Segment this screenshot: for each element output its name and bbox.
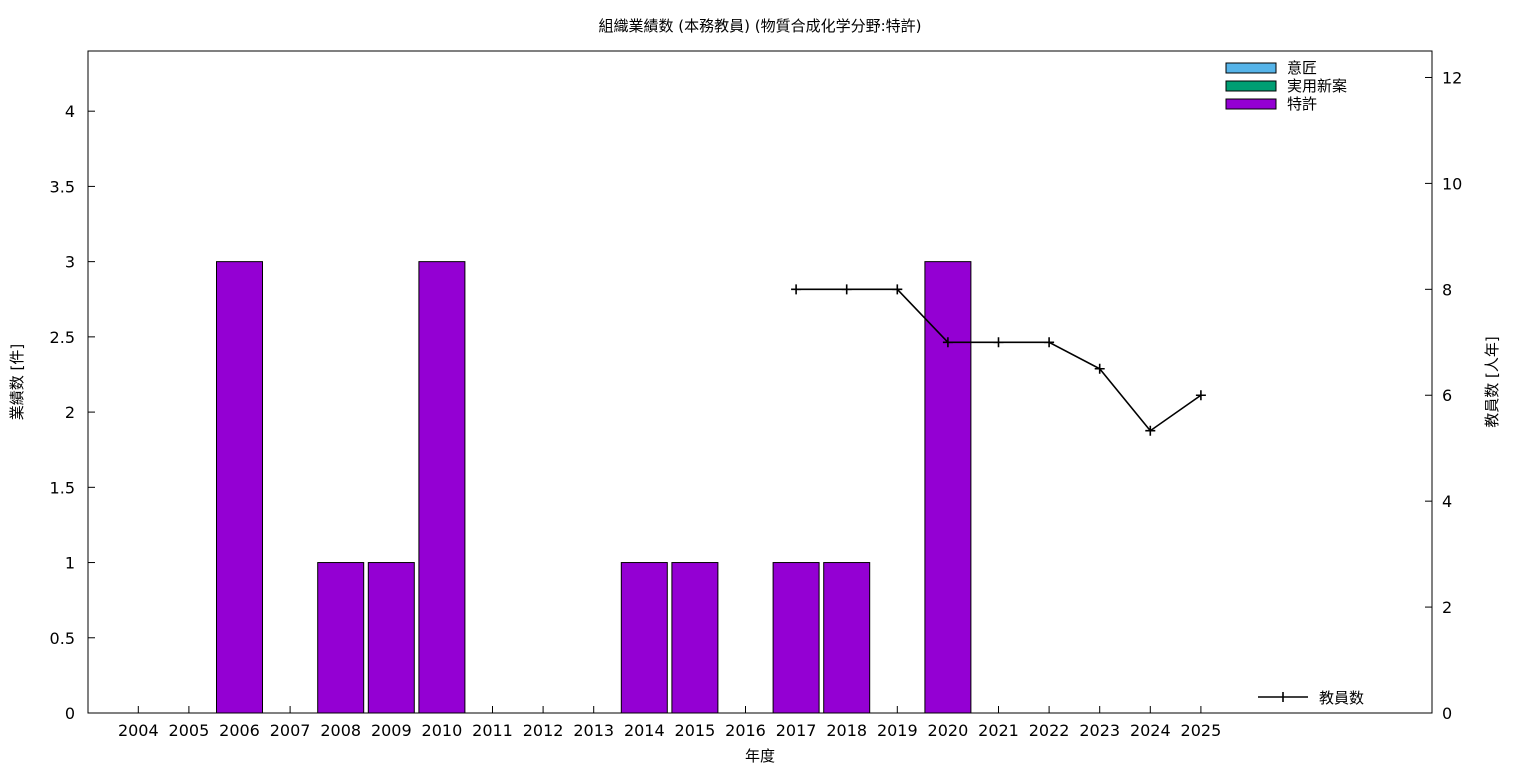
y2-tick-label: 12 bbox=[1442, 68, 1462, 87]
x-tick-label: 2018 bbox=[826, 721, 867, 740]
bar-2006 bbox=[216, 261, 263, 714]
x-tick-label: 2010 bbox=[422, 721, 463, 740]
x-tick-label: 2025 bbox=[1181, 721, 1222, 740]
x-tick-label: 2004 bbox=[118, 721, 159, 740]
x-tick-label: 2013 bbox=[573, 721, 614, 740]
x-tick-label: 2019 bbox=[877, 721, 918, 740]
y2-tick-label: 8 bbox=[1442, 280, 1452, 299]
x-tick-label: 2017 bbox=[776, 721, 817, 740]
y-tick-label: 2.5 bbox=[50, 328, 75, 347]
legend-label: 意匠 bbox=[1287, 59, 1317, 77]
legend-swatch bbox=[1225, 80, 1277, 92]
line-point bbox=[1044, 337, 1055, 348]
y2-tick-label: 2 bbox=[1442, 598, 1452, 617]
y-tick-label: 0.5 bbox=[50, 629, 75, 648]
y2-tick-label: 0 bbox=[1442, 704, 1452, 723]
bar-2014 bbox=[620, 562, 668, 714]
x-tick-label: 2024 bbox=[1130, 721, 1171, 740]
line-point bbox=[892, 284, 903, 295]
x-tick-label: 2012 bbox=[523, 721, 564, 740]
x-tick-label: 2005 bbox=[169, 721, 210, 740]
x-tick-label: 2007 bbox=[270, 721, 311, 740]
line-point bbox=[1145, 425, 1156, 436]
bar-2008 bbox=[317, 562, 365, 714]
x-tick-label: 2008 bbox=[320, 721, 361, 740]
x-tick-label: 2016 bbox=[725, 721, 766, 740]
x-tick-label: 2006 bbox=[219, 721, 260, 740]
bar-2018 bbox=[823, 562, 871, 714]
y-tick-label: 1.5 bbox=[50, 478, 75, 497]
line-point bbox=[942, 337, 953, 348]
chart-title: 組織業績数 (本務教員) (物質合成化学分野:特許) bbox=[598, 17, 921, 35]
x-tick-label: 2015 bbox=[675, 721, 716, 740]
x-axis-label: 年度 bbox=[745, 747, 775, 765]
x-tick-label: 2022 bbox=[1029, 721, 1070, 740]
legend-label: 実用新案 bbox=[1287, 77, 1347, 95]
line-faculty-count bbox=[796, 288, 1202, 432]
line-point bbox=[841, 284, 852, 295]
y-tick-label: 0 bbox=[65, 704, 75, 723]
y-tick-label: 1 bbox=[65, 554, 75, 573]
line-point bbox=[791, 284, 802, 295]
x-tick-label: 2014 bbox=[624, 721, 665, 740]
x-tick-label: 2011 bbox=[472, 721, 513, 740]
legend-swatch bbox=[1225, 98, 1277, 110]
x-tick-label: 2020 bbox=[928, 721, 969, 740]
x-tick-label: 2021 bbox=[978, 721, 1019, 740]
plot-area: 0 0.5 1 1.5 2 2.5 3 3.5 4 0 2 4 6 8 10 12 2004 2005 2006 20… bbox=[50, 50, 1462, 740]
line-point bbox=[1094, 363, 1105, 374]
plot-border bbox=[87, 50, 1433, 714]
y2-tick-label: 4 bbox=[1442, 492, 1452, 511]
line-legend-label: 教員数 bbox=[1319, 689, 1364, 707]
x-tick-label: 2023 bbox=[1079, 721, 1120, 740]
line-point bbox=[1195, 390, 1206, 401]
y-tick-label: 4 bbox=[65, 102, 75, 121]
bar-2010 bbox=[418, 261, 466, 714]
bar-2017 bbox=[772, 562, 820, 714]
x-tick-label: 2009 bbox=[371, 721, 412, 740]
y2-tick-label: 10 bbox=[1442, 174, 1462, 193]
y-tick-label: 3 bbox=[65, 253, 75, 272]
legend-label: 特許 bbox=[1287, 95, 1317, 113]
bar-2015 bbox=[671, 562, 719, 714]
bar-2009 bbox=[367, 562, 415, 714]
y2-tick-label: 6 bbox=[1442, 386, 1452, 405]
line-point bbox=[993, 337, 1004, 348]
legend-swatch bbox=[1225, 62, 1277, 74]
y-axis-label: 業績数 [件] bbox=[8, 344, 26, 420]
bar-2020 bbox=[924, 261, 972, 714]
y-tick-label: 3.5 bbox=[50, 177, 75, 196]
y2-axis-label: 教員数 [人年] bbox=[1483, 336, 1501, 427]
y-tick-label: 2 bbox=[65, 403, 75, 422]
